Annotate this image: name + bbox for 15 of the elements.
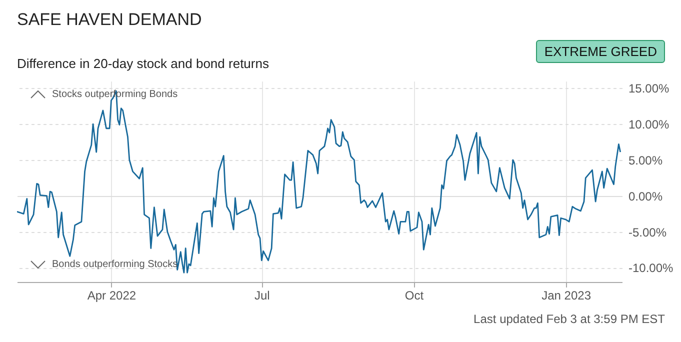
y-tick-label: -5.00%	[628, 225, 667, 240]
y-tick-label: 15.00%	[628, 82, 670, 96]
y-tick-label: -10.00%	[628, 261, 674, 276]
x-tick-label: Jan 2023	[542, 288, 592, 302]
text: Last updated Feb 3 at 3:59 PM EST	[474, 312, 665, 326]
chart-title: SAFE HAVEN DEMAND	[17, 10, 202, 30]
x-tick-label: Apr 2022	[87, 288, 136, 302]
x-tick-label: Jul	[254, 288, 270, 302]
line-series	[17, 90, 622, 274]
y-tick-label: 0.00%	[628, 189, 663, 204]
y-tick-label: 5.00%	[628, 153, 663, 168]
y-tick-label: 10.00%	[628, 118, 670, 132]
chart-subtitle: Difference in 20-day stock and bond returns	[17, 56, 269, 71]
text: EXTREME GREED	[536, 40, 665, 63]
x-tick-label: Oct	[404, 288, 424, 302]
